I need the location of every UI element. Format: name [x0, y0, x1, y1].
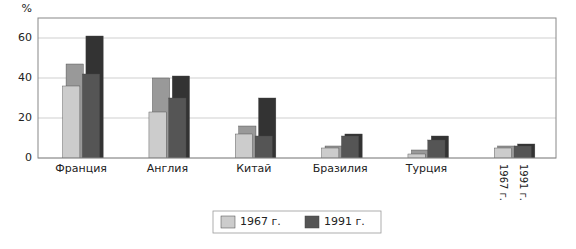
y-tick-label: 0 — [25, 151, 32, 164]
bar — [82, 74, 99, 158]
bar — [149, 112, 166, 158]
bar — [169, 98, 186, 158]
bar — [428, 140, 445, 158]
x-tick-label: Англия — [147, 162, 188, 175]
chart-container: 0 20 40 60% Франция Англия Китай Бразилия Турция… — [0, 0, 576, 249]
x-tick-label: Франция — [55, 162, 107, 175]
grid — [38, 38, 556, 158]
annotation: 1967 г. — [498, 164, 509, 201]
legend-swatch — [305, 216, 319, 228]
bar — [255, 136, 272, 158]
bars — [63, 36, 535, 158]
grid-line — [38, 118, 556, 119]
bar — [235, 134, 252, 158]
y-axis-label: % — [22, 2, 32, 15]
x-tick-label: Турция — [405, 162, 447, 175]
bar — [408, 154, 425, 158]
y-tick-label: 60 — [18, 31, 32, 44]
bar — [322, 148, 339, 158]
y-tick-label: 40 — [18, 71, 32, 84]
x-tick-label: Бразилия — [313, 162, 368, 175]
bar — [63, 86, 80, 158]
x-tick-label: Китай — [236, 162, 271, 175]
annotation: 1991 г. — [518, 164, 529, 201]
chart-svg: 0 20 40 60% Франция Англия Китай Бразилия Турция… — [0, 0, 576, 249]
bar — [341, 136, 358, 158]
grid-line — [38, 78, 556, 79]
bar — [514, 146, 531, 158]
legend-label: 1967 г. — [240, 215, 281, 228]
grid-line — [38, 38, 556, 39]
y-tick-label: 20 — [18, 111, 32, 124]
legend: 1967 г. 1991 г. — [213, 211, 381, 233]
legend-swatch — [221, 216, 235, 228]
legend-box — [213, 211, 381, 233]
plot-frame — [38, 18, 556, 158]
bar — [494, 148, 511, 158]
legend-label: 1991 г. — [324, 215, 365, 228]
